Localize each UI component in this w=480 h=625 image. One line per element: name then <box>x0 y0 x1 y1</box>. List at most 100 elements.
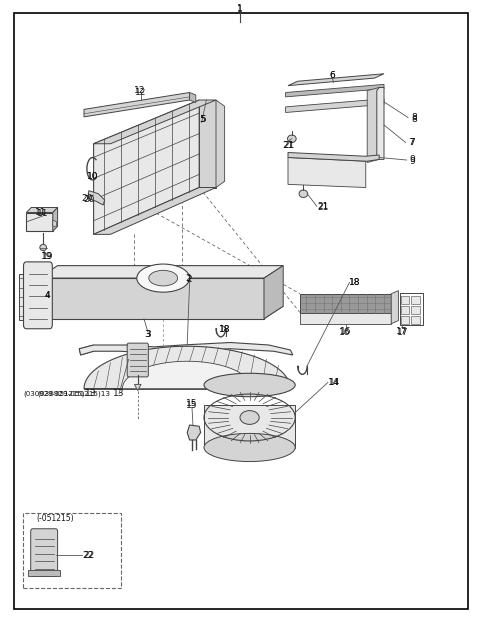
Ellipse shape <box>204 373 295 397</box>
Bar <box>401 296 409 304</box>
Polygon shape <box>288 74 384 86</box>
Text: 18: 18 <box>219 326 230 334</box>
Polygon shape <box>24 278 38 319</box>
Polygon shape <box>26 213 53 231</box>
Text: 5: 5 <box>200 116 205 124</box>
Text: 18: 18 <box>349 278 361 287</box>
Text: 3: 3 <box>144 330 150 339</box>
Text: 14: 14 <box>328 378 339 387</box>
Bar <box>400 292 423 325</box>
Text: 11: 11 <box>36 209 48 218</box>
Text: 19: 19 <box>41 252 53 261</box>
Text: 15: 15 <box>186 399 198 408</box>
Bar <box>23 512 121 588</box>
Ellipse shape <box>137 264 190 292</box>
Polygon shape <box>38 266 283 278</box>
Text: (-051215): (-051215) <box>36 514 73 523</box>
Polygon shape <box>79 342 293 355</box>
Text: 19: 19 <box>42 252 54 261</box>
Polygon shape <box>367 88 379 162</box>
Text: 3: 3 <box>145 330 151 339</box>
Text: 10: 10 <box>87 173 98 181</box>
Text: 12: 12 <box>133 86 145 95</box>
FancyBboxPatch shape <box>31 529 58 576</box>
Text: 7: 7 <box>408 138 414 147</box>
Bar <box>411 296 420 304</box>
Bar <box>28 570 60 576</box>
Text: 1: 1 <box>237 4 243 12</box>
Ellipse shape <box>240 411 259 424</box>
Polygon shape <box>122 361 252 389</box>
Text: (030929-051215)13: (030929-051215)13 <box>37 391 110 397</box>
Text: 21: 21 <box>317 203 328 212</box>
Polygon shape <box>264 266 283 319</box>
Text: 16: 16 <box>340 327 351 336</box>
Text: 5: 5 <box>200 116 206 124</box>
Text: 8: 8 <box>411 116 417 124</box>
Polygon shape <box>288 158 366 188</box>
Text: 21: 21 <box>282 141 294 149</box>
Ellipse shape <box>149 270 178 286</box>
Text: 18: 18 <box>349 278 361 287</box>
Text: 15: 15 <box>186 401 198 409</box>
Polygon shape <box>26 208 58 212</box>
Polygon shape <box>199 100 216 188</box>
Polygon shape <box>391 291 398 324</box>
Polygon shape <box>300 294 391 312</box>
Polygon shape <box>79 345 94 355</box>
Ellipse shape <box>288 135 296 142</box>
Polygon shape <box>38 306 283 319</box>
Text: 20: 20 <box>83 196 95 204</box>
Text: 9: 9 <box>409 156 415 164</box>
Text: 1: 1 <box>237 5 243 14</box>
Bar <box>401 316 409 324</box>
Polygon shape <box>286 84 384 97</box>
Text: 6: 6 <box>329 71 335 79</box>
Polygon shape <box>134 384 141 391</box>
Text: 11: 11 <box>35 208 47 217</box>
Polygon shape <box>84 92 190 117</box>
Text: 2: 2 <box>187 276 192 284</box>
Bar <box>411 316 420 324</box>
Polygon shape <box>94 100 216 144</box>
Polygon shape <box>300 312 391 324</box>
Polygon shape <box>88 191 105 205</box>
Text: 7: 7 <box>409 138 415 147</box>
Polygon shape <box>19 274 38 320</box>
Polygon shape <box>94 188 216 234</box>
Polygon shape <box>94 100 199 234</box>
Text: 17: 17 <box>397 328 409 337</box>
Polygon shape <box>377 88 384 159</box>
Text: (030929-051215): (030929-051215) <box>23 391 84 397</box>
Text: 8: 8 <box>411 113 417 122</box>
Text: 13: 13 <box>113 389 124 398</box>
Text: 21: 21 <box>317 202 328 211</box>
Ellipse shape <box>299 190 308 198</box>
Polygon shape <box>286 99 384 112</box>
Text: 13: 13 <box>85 389 97 398</box>
FancyBboxPatch shape <box>127 343 148 377</box>
Text: 2: 2 <box>186 274 192 282</box>
Ellipse shape <box>204 434 295 461</box>
Polygon shape <box>38 278 264 319</box>
FancyBboxPatch shape <box>24 262 52 329</box>
Ellipse shape <box>40 244 47 251</box>
Text: 14: 14 <box>329 378 341 387</box>
Text: 10: 10 <box>87 173 98 181</box>
Text: 20: 20 <box>82 194 93 203</box>
Text: 4: 4 <box>44 291 50 299</box>
Text: 12: 12 <box>135 88 146 97</box>
Text: 22: 22 <box>83 551 95 559</box>
Text: 17: 17 <box>396 327 408 336</box>
Polygon shape <box>288 152 379 161</box>
Bar <box>411 306 420 314</box>
Text: 9: 9 <box>409 157 415 166</box>
Polygon shape <box>187 425 201 440</box>
Text: 18: 18 <box>219 326 230 334</box>
Text: 16: 16 <box>339 328 350 337</box>
Polygon shape <box>53 220 57 226</box>
Text: 22: 22 <box>82 551 94 559</box>
Polygon shape <box>216 100 225 188</box>
Text: 6: 6 <box>329 71 335 79</box>
Text: 21: 21 <box>283 141 295 149</box>
